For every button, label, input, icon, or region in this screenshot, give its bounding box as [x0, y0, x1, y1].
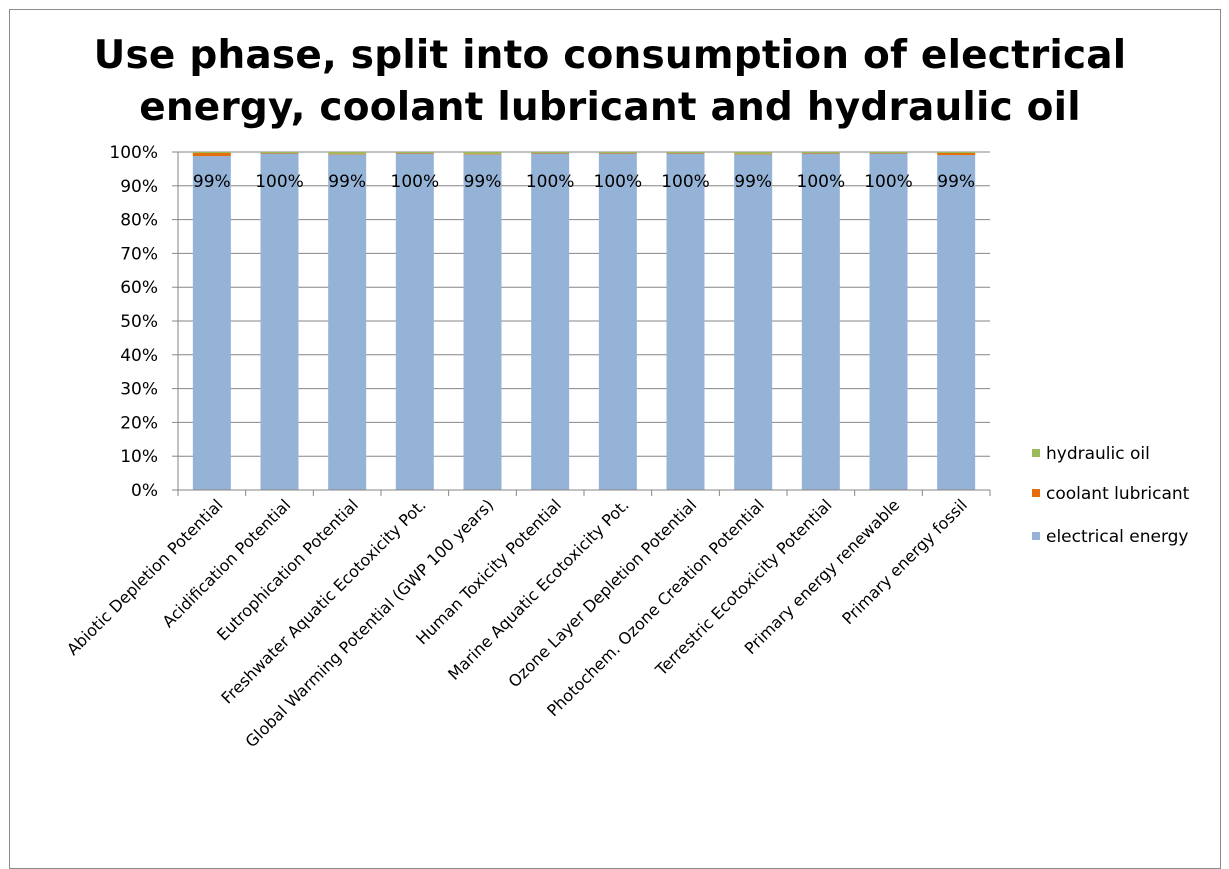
- data-label: 100%: [526, 172, 575, 192]
- bar-segment: [260, 153, 299, 491]
- bar-segment: [395, 153, 434, 491]
- chart-title: Use phase, split into consumption of ele…: [60, 30, 1160, 134]
- legend-swatch: [1032, 532, 1040, 540]
- y-tick-label: 100%: [109, 143, 158, 163]
- bar-segment: [598, 152, 637, 154]
- bar-segment: [869, 152, 908, 154]
- bar-segment: [463, 153, 502, 155]
- bar-segment: [734, 154, 773, 490]
- y-axis-tick-labels: 0% 10% 20% 30% 40% 50% 60% 70% 80% 90% 100%: [109, 143, 158, 501]
- bar-segment: [869, 153, 908, 491]
- data-label: 100%: [255, 172, 304, 192]
- bar-segment: [463, 152, 502, 154]
- bar-segment: [801, 153, 840, 154]
- bar-segment: [328, 153, 367, 155]
- x-axis-category-labels: Abiotic Depletion PotentialAcidification…: [63, 495, 971, 751]
- data-label: 100%: [797, 172, 846, 192]
- bar-segment: [598, 153, 637, 491]
- x-category-label: Global Warming Potential (GWP 100 years): [242, 495, 498, 751]
- bar-segment: [463, 154, 502, 490]
- legend-swatch: [1032, 489, 1040, 497]
- bar-segment: [260, 152, 299, 154]
- chart-title-line-2: energy, coolant lubricant and hydraulic …: [139, 85, 1081, 130]
- x-category-label: Primary energy fossil: [838, 495, 971, 628]
- bar-segment: [666, 153, 705, 154]
- bar-segment: [801, 152, 840, 154]
- data-label: 100%: [594, 172, 643, 192]
- y-tick-label: 10%: [120, 447, 158, 467]
- bar-segment: [395, 153, 434, 154]
- data-label: 99%: [937, 172, 975, 192]
- bar-segment: [666, 153, 705, 491]
- y-tick-label: 40%: [120, 346, 158, 366]
- data-label: 100%: [864, 172, 913, 192]
- bar-segment: [395, 152, 434, 154]
- bar-segment: [192, 156, 231, 490]
- bar-segment: [666, 152, 705, 154]
- bar-segment: [598, 153, 637, 154]
- x-category-label: Eutrophication Potential: [213, 495, 362, 644]
- bar-segment: [260, 153, 299, 154]
- y-tick-label: 0%: [131, 481, 158, 501]
- data-label: 99%: [328, 172, 366, 192]
- chart-title-line-1: Use phase, split into consumption of ele…: [93, 33, 1127, 78]
- bar-segment: [734, 152, 773, 154]
- axes: [172, 151, 991, 496]
- data-labels: 99% 100% 99% 100% 99% 100% 100% 100% 99% 100% 100%…: [193, 172, 975, 192]
- y-tick-label: 60%: [120, 278, 158, 298]
- gridlines: [178, 151, 990, 457]
- bar-segment: [531, 153, 570, 491]
- bar-segment: [192, 153, 231, 157]
- y-tick-label: 80%: [120, 211, 158, 231]
- data-label: 99%: [464, 172, 502, 192]
- y-tick-label: 90%: [120, 177, 158, 197]
- x-category-label: Acidification Potential: [159, 495, 295, 631]
- bar-segment: [531, 153, 570, 154]
- y-tick-label: 20%: [120, 413, 158, 433]
- bar-segment: [328, 154, 367, 490]
- y-tick-label: 30%: [120, 380, 158, 400]
- bar-segment: [328, 152, 367, 154]
- data-label: 100%: [661, 172, 710, 192]
- bar-segment: [734, 153, 773, 155]
- data-label: 100%: [391, 172, 440, 192]
- legend-label: electrical energy: [1046, 527, 1189, 547]
- bar-segment: [192, 152, 231, 154]
- bar-segment: [531, 152, 570, 154]
- data-label: 99%: [193, 172, 231, 192]
- bar-segment: [937, 155, 976, 491]
- y-tick-label: 70%: [120, 244, 158, 264]
- bar-segment: [937, 153, 976, 156]
- data-label: 99%: [734, 172, 772, 192]
- bar-segment: [869, 153, 908, 154]
- bars: [192, 152, 976, 491]
- legend-label: coolant lubricant: [1046, 484, 1190, 504]
- legend: hydraulic oil coolant lubricant electrical…: [1032, 444, 1190, 547]
- y-tick-label: 50%: [120, 312, 158, 332]
- bar-segment: [937, 152, 976, 154]
- legend-swatch: [1032, 449, 1040, 457]
- bar-segment: [801, 153, 840, 491]
- legend-label: hydraulic oil: [1046, 444, 1150, 464]
